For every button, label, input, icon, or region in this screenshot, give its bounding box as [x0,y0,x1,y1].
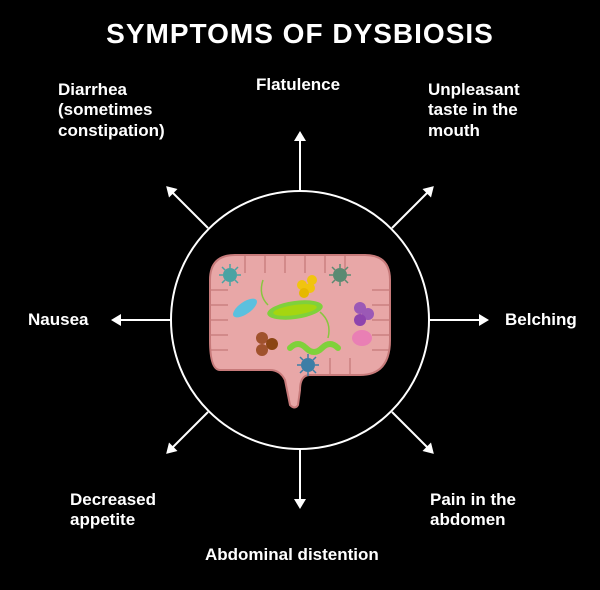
arrow-shaft [168,411,208,451]
symptom-label: Belching [505,310,577,330]
symptom-label: Nausea [28,310,88,330]
arrow-shaft [115,319,170,321]
arrow-head [479,314,491,326]
arrow-head [294,129,306,141]
arrow-shaft [299,450,301,505]
arrow-shaft [391,411,431,451]
arrow-shaft [299,135,301,190]
symptom-label: Flatulence [256,75,340,95]
symptom-label: Unpleasant taste in the mouth [428,80,520,141]
arrow-shaft [168,188,208,228]
symptom-label: Diarrhea (sometimes constipation) [58,80,165,141]
symptom-label: Decreased appetite [70,490,156,531]
arrow-shaft [430,319,485,321]
page-title: SYMPTOMS OF DYSBIOSIS [0,18,600,50]
symptom-label: Abdominal distention [205,545,379,565]
symptom-label: Pain in the abdomen [430,490,516,531]
arrow-shaft [391,188,431,228]
arrow-head [109,314,121,326]
intestine-illustration [190,230,410,410]
arrow-head [294,499,306,511]
